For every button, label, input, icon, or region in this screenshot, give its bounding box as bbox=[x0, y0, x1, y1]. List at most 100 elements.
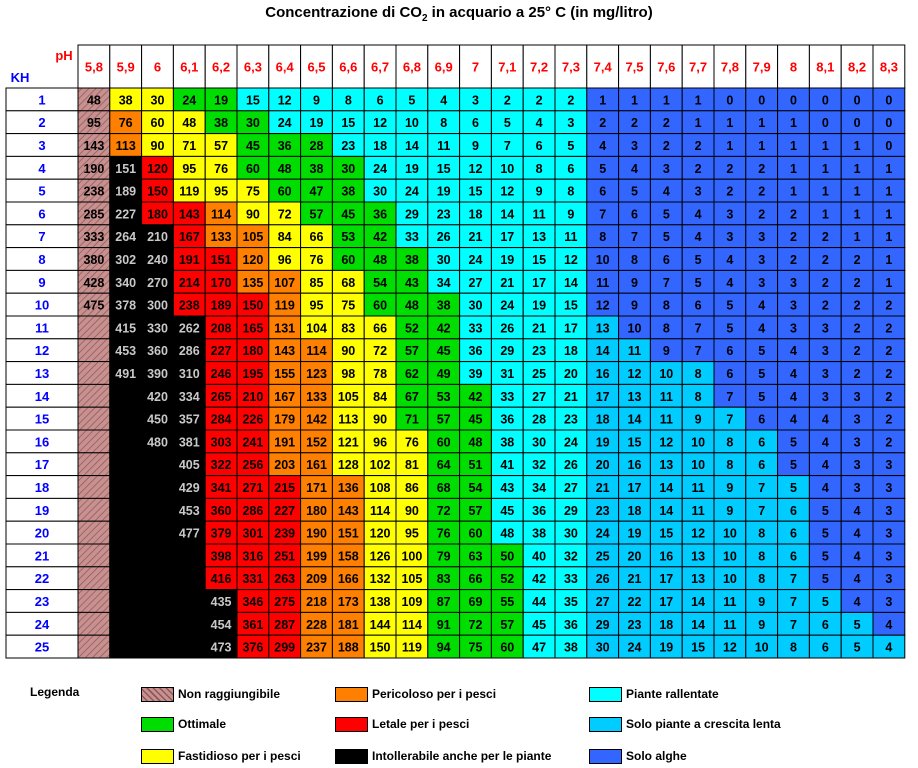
cell-value: 5 bbox=[822, 549, 829, 563]
table-cell bbox=[109, 475, 143, 499]
cell-value: 10 bbox=[596, 253, 610, 267]
cell-value: 71 bbox=[405, 413, 419, 427]
cell-value: 14 bbox=[659, 504, 673, 518]
cell-value: 15 bbox=[691, 641, 705, 655]
cell-value: 210 bbox=[147, 230, 168, 244]
cell-value: 188 bbox=[338, 641, 359, 655]
cell-value: 48 bbox=[278, 162, 292, 176]
ph-label: 5,8 bbox=[85, 60, 103, 75]
cell-value: 105 bbox=[338, 390, 359, 404]
cell-value: 11 bbox=[564, 230, 577, 244]
kh-label: 10 bbox=[35, 298, 49, 313]
cell-value: 310 bbox=[179, 367, 200, 381]
cell-value: 90 bbox=[151, 139, 165, 153]
cell-value: 53 bbox=[437, 390, 451, 404]
kh-label: 6 bbox=[38, 206, 45, 221]
ph-header-cell bbox=[649, 44, 683, 89]
cell-value: 285 bbox=[83, 207, 104, 221]
cell-value: 3 bbox=[790, 276, 797, 290]
kh-label: 24 bbox=[35, 617, 50, 632]
cell-value: 11 bbox=[532, 207, 545, 221]
table-cell bbox=[77, 566, 111, 591]
cell-value: 1 bbox=[758, 139, 765, 153]
cell-value: 271 bbox=[242, 481, 263, 495]
cell-value: 5 bbox=[854, 641, 861, 655]
cell-value: 4 bbox=[790, 367, 797, 381]
cell-value: 453 bbox=[179, 504, 200, 518]
cell-value: 180 bbox=[306, 504, 327, 518]
ph-label: 6,4 bbox=[276, 60, 295, 75]
table-cell bbox=[141, 475, 174, 499]
cell-value: 251 bbox=[274, 549, 295, 563]
cell-value: 3 bbox=[472, 93, 479, 107]
cell-value: 45 bbox=[532, 618, 546, 632]
cell-value: 30 bbox=[596, 641, 610, 655]
cell-value: 2 bbox=[567, 93, 574, 107]
cell-value: 45 bbox=[246, 139, 260, 153]
cell-value: 29 bbox=[405, 207, 419, 221]
cell-value: 14 bbox=[564, 276, 578, 290]
table-cell bbox=[109, 589, 143, 613]
cell-value: 7 bbox=[790, 595, 797, 609]
cell-value: 378 bbox=[115, 299, 136, 313]
ph-header-cell bbox=[872, 44, 906, 89]
cell-value: 33 bbox=[469, 321, 483, 335]
ph-label: 8,3 bbox=[880, 60, 898, 75]
cell-value: 9 bbox=[631, 299, 638, 313]
cell-value: 6 bbox=[631, 207, 638, 221]
cell-value: 3 bbox=[726, 207, 733, 221]
cell-value: 227 bbox=[274, 504, 295, 518]
cell-value: 57 bbox=[310, 207, 324, 221]
cell-value: 13 bbox=[691, 549, 705, 563]
cell-value: 7 bbox=[758, 504, 765, 518]
cell-value: 7 bbox=[695, 344, 702, 358]
cell-value: 477 bbox=[179, 527, 200, 541]
cell-value: 39 bbox=[469, 367, 483, 381]
cell-value: 9 bbox=[663, 344, 670, 358]
cell-value: 4 bbox=[631, 162, 638, 176]
cell-value: 6 bbox=[758, 435, 765, 449]
cell-value: 13 bbox=[628, 390, 642, 404]
cell-value: 0 bbox=[822, 116, 829, 130]
cell-value: 87 bbox=[437, 595, 451, 609]
cell-value: 286 bbox=[242, 504, 263, 518]
cell-value: 158 bbox=[338, 549, 359, 563]
cell-value: 0 bbox=[822, 93, 829, 107]
kh-axis-label: KH bbox=[11, 70, 30, 85]
cell-value: 63 bbox=[469, 549, 483, 563]
cell-value: 30 bbox=[437, 253, 451, 267]
cell-value: 16 bbox=[596, 367, 610, 381]
cell-value: 4 bbox=[790, 390, 797, 404]
cell-value: 17 bbox=[532, 276, 546, 290]
cell-value: 209 bbox=[306, 572, 327, 586]
cell-value: 48 bbox=[373, 253, 387, 267]
cell-value: 33 bbox=[564, 572, 578, 586]
cell-value: 17 bbox=[659, 572, 673, 586]
cell-value: 6 bbox=[472, 116, 479, 130]
cell-value: 5 bbox=[790, 435, 797, 449]
cell-value: 90 bbox=[405, 504, 419, 518]
cell-value: 95 bbox=[310, 299, 324, 313]
cell-value: 8 bbox=[536, 162, 543, 176]
cell-value: 1 bbox=[726, 116, 733, 130]
legend-swatch bbox=[589, 686, 622, 702]
cell-value: 5 bbox=[663, 207, 670, 221]
cell-value: 21 bbox=[469, 230, 483, 244]
cell-value: 2 bbox=[822, 230, 829, 244]
cell-value: 226 bbox=[242, 413, 263, 427]
cell-value: 7 bbox=[663, 276, 670, 290]
cell-value: 19 bbox=[437, 185, 451, 199]
ph-label: 7 bbox=[472, 60, 479, 75]
cell-value: 14 bbox=[691, 618, 705, 632]
cell-value: 2 bbox=[885, 321, 892, 335]
cell-value: 60 bbox=[500, 641, 514, 655]
cell-value: 11 bbox=[628, 344, 641, 358]
cell-value: 54 bbox=[469, 481, 483, 495]
cell-value: 121 bbox=[338, 435, 359, 449]
cell-value: 8 bbox=[758, 527, 765, 541]
cell-value: 334 bbox=[179, 390, 200, 404]
table-cell bbox=[77, 634, 111, 659]
cell-value: 2 bbox=[854, 276, 861, 290]
cell-value: 120 bbox=[370, 527, 391, 541]
cell-value: 30 bbox=[373, 185, 387, 199]
